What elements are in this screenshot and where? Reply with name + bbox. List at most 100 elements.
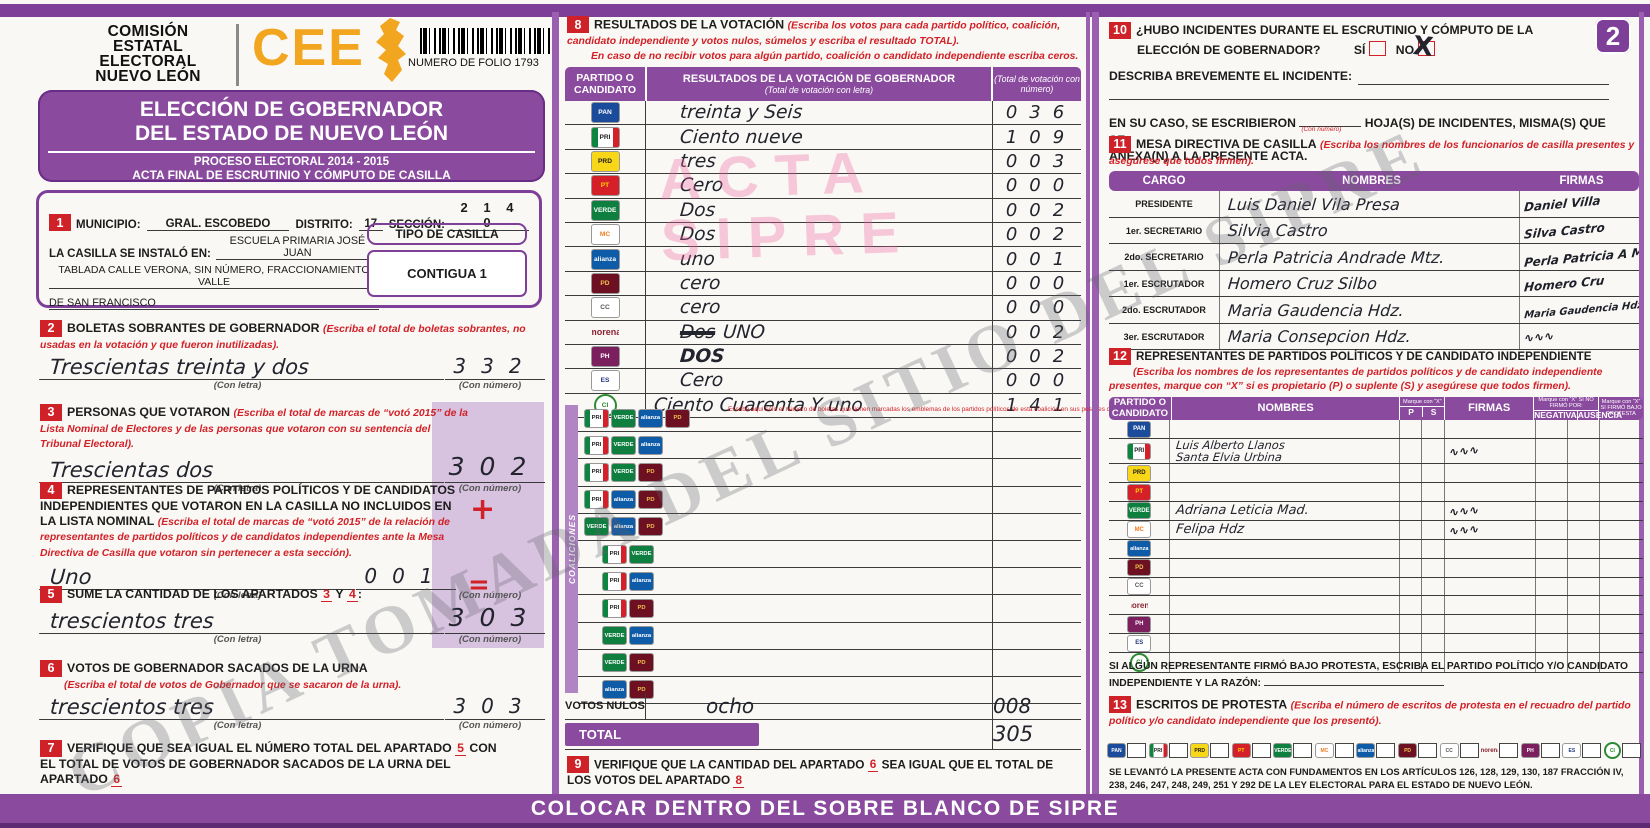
party-pvem-logo: VERDE [584, 517, 609, 537]
section-title-cont: CON EL TOTAL DE VOTOS DE GOBERNADOR SACA… [40, 740, 497, 786]
party-humanista-logo: PH [590, 346, 620, 368]
party-pri-logo: PRI [602, 598, 627, 618]
negativa-cell [1534, 577, 1567, 596]
p-cell [1398, 439, 1421, 464]
p-cell [1398, 615, 1421, 634]
votes-numero: 002 [1005, 321, 1077, 343]
party-humanista-logo: PH [1127, 615, 1152, 633]
coalition-row: VERDE alianza [578, 622, 1081, 650]
escritos-count-box [1168, 743, 1188, 758]
party-cruzada-logo: CC [1439, 743, 1459, 758]
commission-line: ELECTORAL [99, 53, 197, 70]
result-row-cruzada: CC cero 000 [565, 296, 1081, 321]
coalition-votes-cell [992, 513, 1081, 540]
party-pt-logo: PT [1127, 483, 1152, 501]
party-pvem-logo: VERDE [1273, 743, 1293, 758]
party-mc-logo: MC [1127, 521, 1152, 539]
col-resultados-sub: (Total de votación con letra) [764, 85, 874, 95]
votes-numero: 000 [1005, 370, 1077, 392]
mesa-row-1er-escrutador: 1er. ESCRUTADOR Homero Cruz Silbo Homero… [1109, 270, 1639, 298]
ausencia-cell [1566, 615, 1599, 634]
section-number-badge: 2 [40, 320, 62, 337]
votes-letra-crossed: Dos [679, 321, 717, 343]
p-cell [1398, 520, 1421, 539]
apartado-ref-4: 4 [347, 586, 358, 602]
p-cell [1398, 483, 1421, 501]
protesta-cell [1599, 439, 1643, 464]
rep-row-prd: PRD [1109, 464, 1643, 484]
s-cell [1421, 558, 1443, 577]
folio-number: NUMERO DE FOLIO 1793 [408, 57, 539, 69]
section-7-verifique: 7 VERIFIQUE QUE SEA IGUAL EL NÚMERO TOTAL… [40, 740, 510, 787]
votes-letra: DOS [679, 346, 726, 368]
caso-text-3: ANEXA(N) A LA PRESENTE ACTA. [1109, 149, 1308, 164]
funcionario-firma: Maria Gaudencia Hdz [1523, 299, 1639, 321]
col-resultados: RESULTADOS DE LA VOTACIÓN DE GOBERNADOR [682, 73, 956, 85]
con-numero-label: (Con número) [458, 589, 522, 601]
party-pri-logo: PRI [602, 571, 627, 591]
negativa-cell [1534, 653, 1567, 673]
con-letra-label: (Con letra) [213, 380, 262, 392]
p-cell [1398, 596, 1421, 615]
coalition-row: VERDE alianza PD [578, 513, 1081, 541]
section-11-mesa-directiva: 11 MESA DIRECTIVA DE CASILLA (Escriba los… [1109, 136, 1639, 351]
s-cell [1421, 634, 1443, 653]
no-label: NO [1395, 43, 1415, 57]
section-5-suma: 5 SUME LA CANTIDAD DE LOS APARTADOS 3 Y 4… [39, 586, 545, 645]
acta-final-label: ACTA FINAL DE ESCRUTINIO Y CÓMPUTO DE CA… [132, 168, 451, 182]
p-cell [1398, 501, 1421, 520]
ausencia-cell [1566, 596, 1599, 615]
protesta-cell [1599, 596, 1643, 615]
party-pd-logo: PD [590, 272, 620, 294]
party-pd-logo: PD [1398, 743, 1418, 758]
party-morena-logo: morena [1131, 600, 1148, 610]
boletas-sobrantes-letra: Trescientas treinta y dos [39, 355, 446, 381]
ausencia-cell [1566, 653, 1599, 673]
folio-barcode [420, 28, 550, 54]
section-title: MESA DIRECTIVA DE CASILLA [1136, 136, 1317, 151]
party-alianza-logo: alianza [629, 571, 654, 591]
con-letra-label: (Con letra) [213, 589, 262, 601]
col-partido: PARTIDO O CANDIDATO [1109, 396, 1172, 421]
protesta-cell [1599, 520, 1643, 539]
incidentes-question-1: ¿HUBO INCIDENTES DURANTE EL ESCRUTINIO Y… [1136, 23, 1534, 38]
party-independiente-logo: CI [1603, 742, 1621, 759]
party-pvem-logo: VERDE [611, 435, 636, 455]
party-alianza-logo: alianza [638, 435, 663, 455]
rep-nombre: Adriana Leticia Mad. [1175, 503, 1311, 519]
party-pd-logo: PD [638, 517, 663, 537]
section-6-votos-urna: 6 VOTOS DE GOBERNADOR SACADOS DE LA URNA (… [39, 660, 545, 731]
cargo-label: 1er. ESCRUTADOR [1123, 278, 1205, 289]
votes-letra: UNO [722, 321, 767, 343]
representantes-numero: 001 [356, 564, 456, 590]
ausencia-cell [1566, 634, 1599, 653]
result-row-prd: PRD tres 003 [565, 149, 1081, 175]
rep-row-independiente: CI [1109, 653, 1643, 674]
s-cell [1421, 501, 1443, 520]
con-letra-label: (Con letra) [213, 634, 262, 645]
proceso-electoral: PROCESO ELECTORAL 2014 - 2015 [193, 156, 390, 168]
incidente-blank-line-2 [1109, 85, 1609, 100]
tipo-casilla-value: CONTIGUA 1 [367, 250, 527, 297]
funcionario-nombre: Luis Daniel Vila Presa [1227, 194, 1401, 214]
section-title: BOLETAS SOBRANTES DE GOBERNADOR [67, 320, 320, 335]
result-row-mc: MC Dos 002 [565, 222, 1081, 248]
s-cell [1421, 596, 1443, 615]
coalition-votes-cell [992, 568, 1081, 595]
boletas-sobrantes-numero: 332 [445, 354, 545, 381]
distrito-label: DISTRITO: [295, 219, 353, 231]
result-row-pvem: VERDE Dos 002 [565, 198, 1081, 223]
hojas-blank: (Con número) [1299, 114, 1362, 133]
rep-row-mc: MC Felipa Hdz ∿∿∿ [1109, 520, 1643, 540]
coalition-row: PRI VERDE PD [578, 459, 1081, 487]
protesta-note: SI ALGÚN REPRESENTANTE FIRMÓ BAJO PROTES… [1109, 660, 1639, 692]
party-pvem-logo: VERDE [602, 626, 627, 646]
apartado-ref-6: 6 [867, 757, 879, 773]
section-note: (Escriba los nombres de los funcionarios… [1109, 139, 1635, 167]
party-alianza-logo: alianza [611, 490, 636, 510]
col-nombres: NOMBRES [1172, 396, 1401, 421]
col-nombres: NOMBRES [1342, 175, 1401, 188]
party-alianza-logo: alianza [1127, 540, 1152, 558]
section-note: (Escriba el total de marcas de “votó 201… [40, 517, 450, 559]
